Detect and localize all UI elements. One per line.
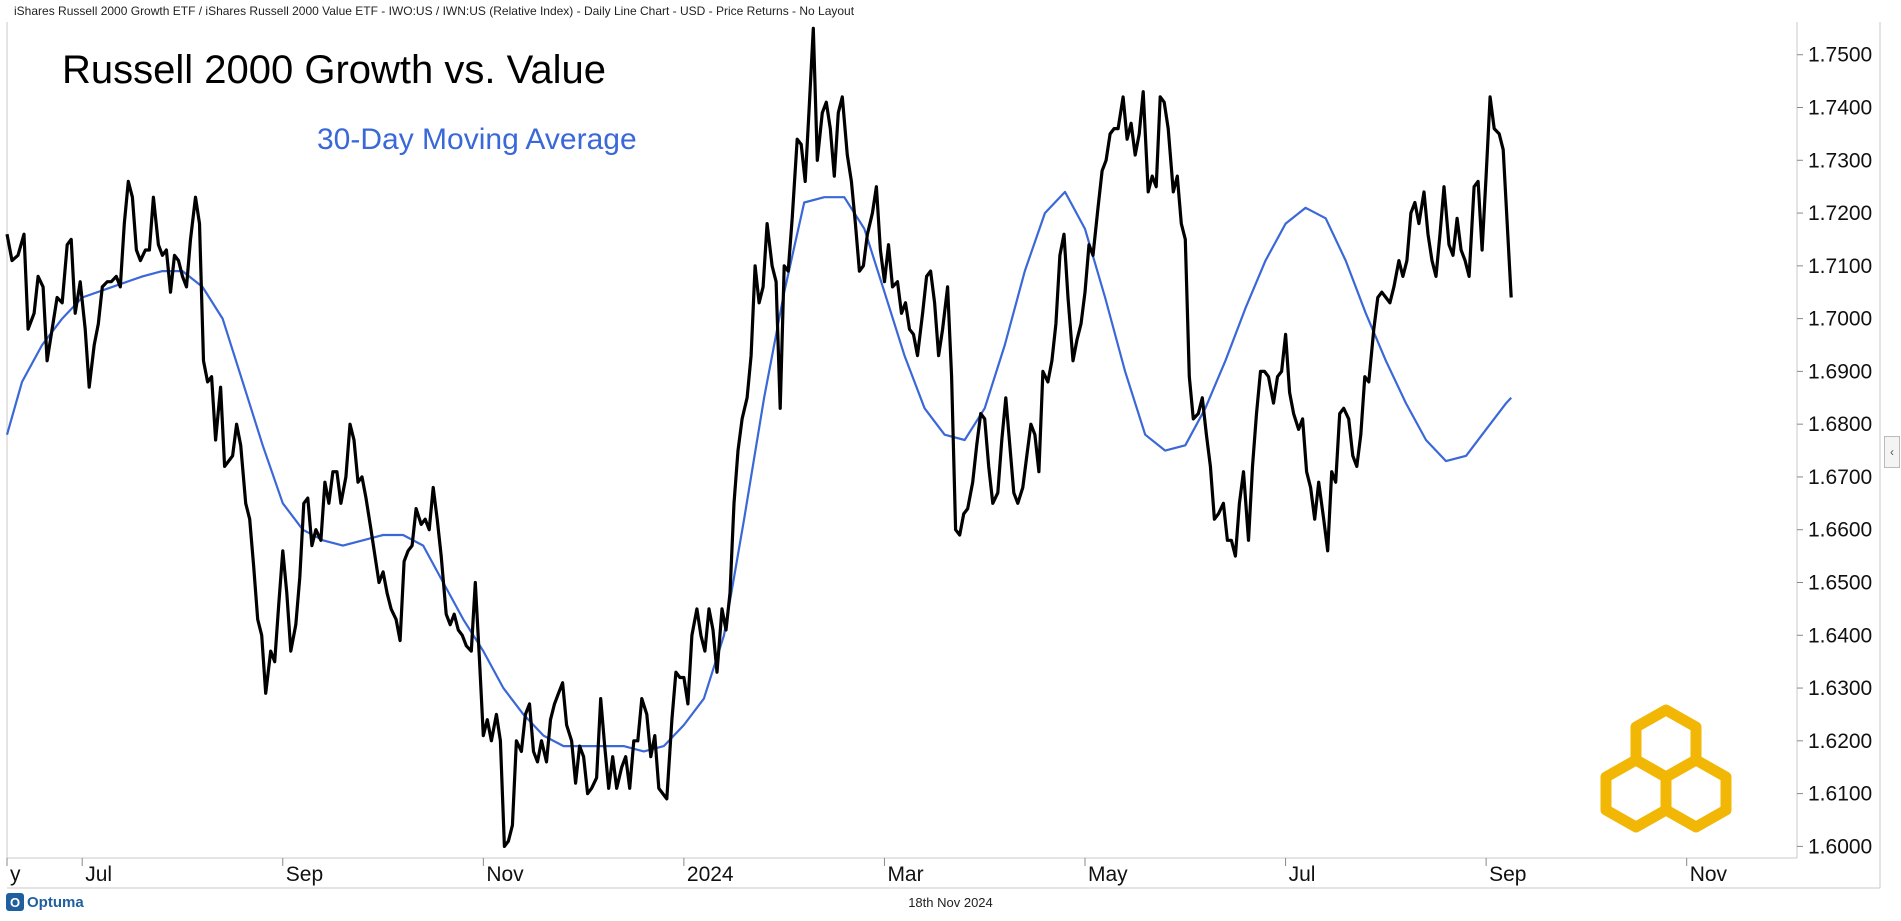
x-tick-label: Mar [887, 863, 923, 886]
y-tick-label: 1.7200 [1808, 202, 1872, 225]
chart-header-description: iShares Russell 2000 Growth ETF / iShare… [14, 4, 855, 18]
brand-name: Optuma [27, 893, 84, 911]
y-tick-label: 1.6600 [1808, 519, 1872, 542]
y-tick-label: 1.6200 [1808, 730, 1872, 753]
optuma-brand: O Optuma [6, 893, 84, 911]
y-tick-label: 1.6700 [1808, 466, 1872, 489]
x-tick-label: 2024 [687, 863, 734, 886]
y-tick-label: 1.6800 [1808, 413, 1872, 436]
panel-collapse-handle[interactable]: ‹ [1884, 436, 1900, 468]
footer-date: 18th Nov 2024 [908, 895, 993, 910]
y-tick-label: 1.6000 [1808, 835, 1872, 858]
y-tick-label: 1.7000 [1808, 308, 1872, 331]
x-tick-label: Jul [1289, 863, 1316, 886]
y-tick-label: 1.7300 [1808, 149, 1872, 172]
x-tick-label: Sep [1489, 863, 1526, 886]
y-tick-label: 1.6300 [1808, 677, 1872, 700]
ratio-line [5, 26, 1513, 848]
y-axis: 1.6000 1.6100 1.6200 1.6300 1.6400 1.6500 1.66… [1797, 44, 1872, 858]
moving-average-line [5, 190, 1513, 753]
x-tick-label: May [1088, 863, 1128, 886]
y-tick-label: 1.6400 [1808, 624, 1872, 647]
y-tick-label: 1.7500 [1808, 44, 1872, 67]
x-tick-label: Sep [286, 863, 323, 886]
y-tick-label: 1.7100 [1808, 255, 1872, 278]
y-tick-label: 1.6900 [1808, 360, 1872, 383]
x-tick-label: Jul [85, 863, 112, 886]
optuma-icon: O [6, 893, 24, 911]
x-tick-label: Nov [486, 863, 524, 886]
brand-hexagon-logo [1600, 704, 1732, 833]
moving-average-label: 30-Day Moving Average [317, 123, 637, 156]
x-axis: y Jul Sep Nov 2024 Mar May Jul Sep Nov [6, 858, 1728, 886]
y-tick-label: 1.6500 [1808, 572, 1872, 595]
y-tick-label: 1.7400 [1808, 97, 1872, 120]
chart-title: Russell 2000 Growth vs. Value [62, 48, 606, 92]
x-tick-label: Nov [1690, 863, 1728, 886]
x-tick-label: y [10, 863, 21, 886]
y-tick-label: 1.6100 [1808, 783, 1872, 806]
